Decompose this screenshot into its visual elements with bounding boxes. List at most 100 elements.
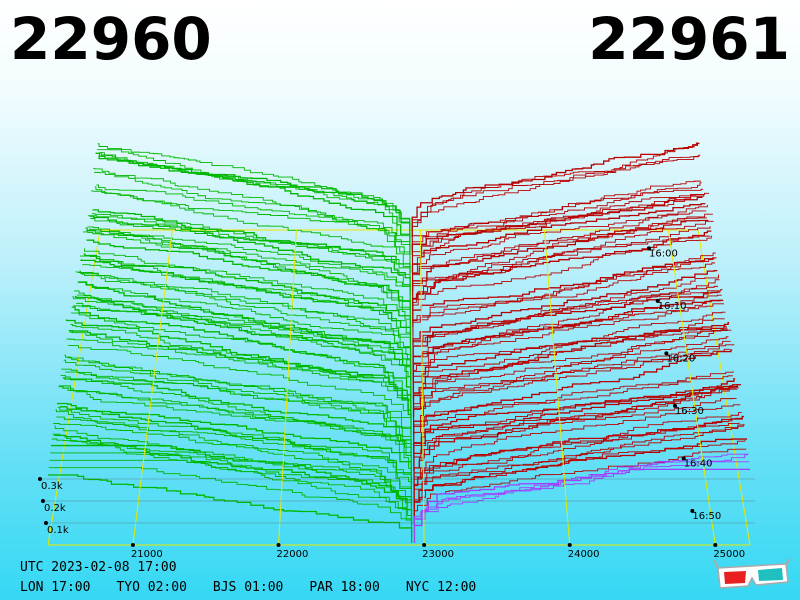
bid-depth-line — [63, 359, 412, 449]
volume-tick-label: 0.2k — [44, 503, 66, 514]
frame-line — [697, 229, 751, 546]
time-tick-dot — [647, 246, 652, 251]
bid-depth-line — [57, 406, 412, 485]
bid-depth-line — [59, 406, 412, 471]
ask-depth-line — [411, 203, 706, 273]
ask-depth-line — [412, 294, 722, 372]
city-time: PAR 18:00 — [309, 580, 380, 595]
bid-depth-line — [65, 371, 412, 440]
time-tick-label: 16:20 — [666, 353, 695, 364]
ask-depth-line — [411, 142, 698, 228]
ask-depth-line — [411, 154, 701, 242]
volume-tick-label: 0.1k — [47, 525, 69, 536]
bid-depth-line — [75, 271, 412, 377]
price-gridline — [278, 229, 297, 546]
utc-time: UTC 2023-02-08 17:00 — [20, 560, 177, 575]
ask-depth-line — [413, 468, 750, 543]
bid-depth-line — [88, 228, 411, 296]
time-tick-label: 16:30 — [675, 406, 704, 417]
bid-depth-line — [82, 231, 411, 332]
ask-depth-line — [412, 326, 727, 404]
city-time: NYC 12:00 — [405, 580, 477, 595]
price-axis: 21000 22000 23000 24000 25000 — [130, 229, 745, 560]
bid-depth-line — [48, 467, 413, 539]
ask-depth-line — [412, 220, 714, 323]
ask-depth-line — [413, 438, 748, 525]
bid-price: 22960 — [10, 5, 212, 73]
ask-depth-line — [413, 340, 731, 426]
frame-line — [47, 229, 101, 546]
ask-depth-line — [413, 424, 745, 512]
bid-depth-line — [71, 306, 412, 399]
bid-depth-line — [61, 368, 412, 462]
price-tick-label: 25000 — [713, 549, 745, 560]
price-gridline — [419, 229, 425, 546]
price-tick-dot — [130, 543, 135, 547]
bid-depth-line — [89, 215, 411, 291]
bid-depth-line — [79, 255, 411, 350]
bid-depth-line — [65, 319, 412, 435]
ask-depth-line — [412, 226, 711, 305]
ask-depth-line — [413, 336, 729, 413]
bid-depth-line — [95, 152, 411, 255]
ask-depth-line — [413, 329, 732, 431]
bid-depth-line — [55, 409, 412, 498]
time-tick-dot — [655, 298, 660, 303]
bid-depth-line — [88, 215, 411, 300]
time-tick-label: 16:10 — [658, 301, 687, 312]
bid-depth-line — [81, 273, 411, 341]
ask-depth-line — [411, 182, 702, 251]
bid-depth-line — [62, 387, 412, 458]
ask-depth-line — [412, 289, 723, 377]
time-tick-label: 16:50 — [692, 511, 721, 522]
3d-glasses-icon[interactable] — [712, 558, 792, 594]
bid-depth-line — [76, 294, 412, 368]
bid-depth-line — [60, 375, 412, 467]
time-tick-dot — [664, 351, 669, 356]
price-tick-dot — [567, 543, 572, 547]
ask-depth-line — [412, 291, 721, 363]
ask-depth-line — [413, 415, 745, 507]
bid-depth-line — [58, 386, 412, 480]
price-tick-dot — [422, 543, 427, 547]
ask-depth-line — [412, 274, 719, 354]
volume-tick-label: 0.3k — [41, 481, 63, 492]
bid-depth-line — [53, 423, 412, 512]
bid-depth-line — [48, 474, 413, 543]
ask-depth-line — [413, 378, 736, 453]
ask-depth-line — [412, 235, 710, 300]
ask-depth-line — [412, 204, 708, 287]
time-tick-dot — [690, 508, 695, 513]
bid-depth-line — [67, 357, 412, 426]
bid-depth-line — [91, 190, 411, 282]
bid-depth-line — [82, 264, 411, 336]
price-tick-label: 23000 — [422, 549, 454, 560]
ask-depth-line — [412, 257, 717, 341]
ask-depth-line — [411, 155, 699, 233]
ask-depth-line — [412, 269, 718, 345]
ask-depth-line — [411, 194, 704, 264]
bid-depth-line — [94, 171, 411, 264]
price-tick-label: 24000 — [568, 549, 600, 560]
bid-depth-line — [97, 143, 411, 242]
ask-depth-line — [413, 344, 735, 449]
time-axis: 16:00 16:10 16:20 16:30 16:40 16:50 — [647, 246, 721, 522]
bid-depth-line — [93, 168, 411, 269]
time-tick-label: 16:40 — [684, 458, 713, 469]
ask-depth-line — [413, 383, 739, 471]
price-tick-label: 22000 — [277, 549, 309, 560]
time-tick-dot — [673, 403, 678, 408]
ask-depth-line — [413, 348, 730, 422]
bid-depth-line — [78, 281, 411, 359]
volume-axis: 0.3k 0.2k 0.1k — [38, 477, 755, 536]
ask-depth-line — [412, 279, 720, 359]
ask-depth-line — [411, 188, 704, 260]
ask-depth-line — [412, 192, 710, 296]
price-tick-dot — [713, 543, 718, 547]
bid-depth-line — [49, 459, 413, 534]
bid-depth-line — [56, 416, 412, 494]
ask-price: 22961 — [588, 5, 790, 73]
ask-depth-line — [413, 397, 737, 462]
ask-depth-line — [413, 387, 736, 458]
